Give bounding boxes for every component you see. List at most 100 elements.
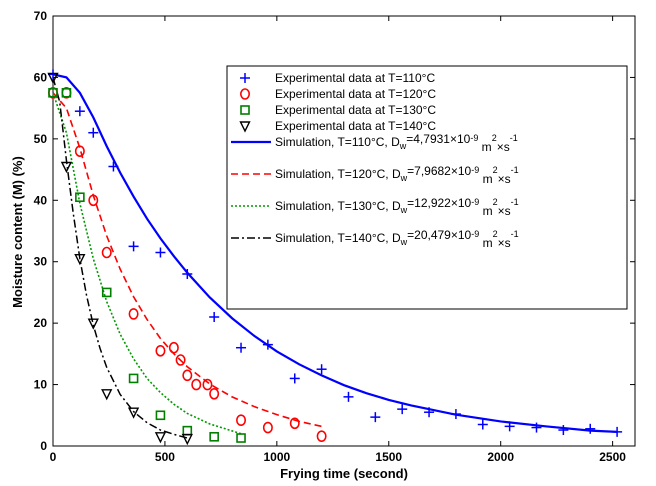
legend-label-part: m xyxy=(478,140,491,154)
series-points-3 xyxy=(47,72,193,446)
data-point xyxy=(316,364,327,375)
legend-entry-0: Experimental data at T=110°C xyxy=(240,71,435,85)
data-point xyxy=(128,241,139,252)
series-layer xyxy=(47,69,623,446)
data-point xyxy=(101,246,112,259)
data-point xyxy=(209,312,220,322)
data-point xyxy=(101,287,112,298)
legend-label-part: -9 xyxy=(471,197,479,207)
legend-label-part: -9 xyxy=(471,165,479,175)
data-point xyxy=(155,344,166,357)
data-point xyxy=(316,430,327,442)
series-points-1 xyxy=(47,86,327,442)
y-axis-title: Moisture content (M) (%) xyxy=(10,156,25,308)
legend-label: Experimental data at T=140°C xyxy=(275,119,436,133)
legend-marker xyxy=(240,105,250,115)
legend-label-part: w xyxy=(400,237,408,247)
legend-label-part: ×s xyxy=(498,172,511,186)
legend-label-part: w xyxy=(399,141,407,151)
data-point xyxy=(370,412,381,423)
legend: Experimental data at T=110°C Experimental… xyxy=(226,65,628,310)
legend-label-part: w xyxy=(400,205,408,215)
legend-label-part: ×s xyxy=(498,236,511,250)
legend-label-part: =20,479×10 xyxy=(407,228,471,242)
y-tick-label: 30 xyxy=(34,255,48,269)
legend-label-part: =4,7931×10 xyxy=(406,132,470,146)
data-point xyxy=(60,161,73,174)
legend-entry-1: Experimental data at T=120°C xyxy=(240,87,436,101)
legend-entry-6: Simulation, T=130°C, Dw=12,922×10-9 m2×s… xyxy=(231,196,519,218)
x-tick-label: 0 xyxy=(50,450,57,464)
legend-label-part: ×s xyxy=(497,140,510,154)
data-point xyxy=(108,161,119,172)
data-point xyxy=(128,373,139,384)
data-point xyxy=(154,432,167,444)
data-point xyxy=(531,422,542,433)
legend-label-part: Simulation, T=120°C, D xyxy=(275,167,401,181)
legend-label-part: 2 xyxy=(493,197,498,207)
legend-label-part: Experimental data at T=130°C xyxy=(275,103,436,117)
legend-label-part: -1 xyxy=(510,133,518,143)
legend-label-part: =7,9682×10 xyxy=(407,164,471,178)
data-point xyxy=(191,378,202,391)
x-tick-label: 500 xyxy=(155,450,175,464)
legend-label: Experimental data at T=130°C xyxy=(275,103,436,117)
legend-label-part: m xyxy=(479,172,492,186)
x-axis-title: Frying time (second) xyxy=(280,466,408,481)
legend-label: Experimental data at T=110°C xyxy=(275,71,435,85)
legend-label-part: Simulation, T=110°C, D xyxy=(275,135,400,149)
data-point xyxy=(175,354,186,366)
y-tick-label: 50 xyxy=(34,132,48,146)
x-tick-label: 2500 xyxy=(599,450,626,464)
x-axis: 0 500 1000 1500 2000 2500 xyxy=(50,16,626,464)
legend-label-part: =12,922×10 xyxy=(407,196,471,210)
data-point xyxy=(262,421,273,434)
legend-label-part: -1 xyxy=(511,229,519,239)
data-point xyxy=(74,106,85,117)
y-tick-label: 70 xyxy=(34,9,48,23)
data-point xyxy=(397,404,408,415)
data-point xyxy=(209,387,220,400)
x-tick-label: 1500 xyxy=(375,450,402,464)
legend-label-part: -1 xyxy=(511,197,519,207)
legend-label-part: w xyxy=(400,173,408,183)
data-point xyxy=(155,410,166,421)
legend-label-part: Simulation, T=130°C, D xyxy=(275,199,401,213)
y-tick-label: 10 xyxy=(34,378,48,392)
data-point xyxy=(262,339,273,350)
data-point xyxy=(343,391,354,402)
data-point xyxy=(504,421,515,432)
legend-label: Simulation, T=120°C, Dw=7,9682×10-9 m2×s… xyxy=(275,164,519,186)
data-point xyxy=(182,369,193,382)
legend-label-part: 2 xyxy=(493,229,498,239)
legend-label-part: m xyxy=(479,204,492,218)
data-point xyxy=(128,308,139,320)
data-point xyxy=(202,378,213,391)
data-point xyxy=(289,373,300,384)
data-point xyxy=(74,253,86,266)
legend-label: Simulation, T=140°C, Dw=20,479×10-9 m2×s… xyxy=(275,228,519,250)
y-tick-label: 0 xyxy=(40,439,47,453)
data-point xyxy=(87,318,99,330)
y-axis: 0 10 20 30 40 50 60 70 xyxy=(34,9,635,453)
legend-label-part: 2 xyxy=(492,133,497,143)
data-point xyxy=(101,389,113,401)
legend-label-part: -9 xyxy=(470,133,478,143)
series-line-6 xyxy=(52,92,242,435)
data-point xyxy=(558,425,569,436)
legend-marker xyxy=(240,73,250,83)
data-point xyxy=(236,414,247,427)
legend-label: Experimental data at T=120°C xyxy=(275,87,436,101)
series-line-5 xyxy=(52,92,322,428)
legend-label-part: ×s xyxy=(498,204,511,218)
data-point xyxy=(585,423,596,434)
data-point xyxy=(47,72,59,84)
data-point xyxy=(236,342,247,353)
data-point xyxy=(612,426,623,437)
series-line-7 xyxy=(52,77,188,439)
legend-entry-3: Experimental data at T=140°C xyxy=(239,119,436,133)
data-point xyxy=(88,127,99,138)
data-point xyxy=(88,194,99,207)
legend-label-part: -9 xyxy=(471,229,479,239)
